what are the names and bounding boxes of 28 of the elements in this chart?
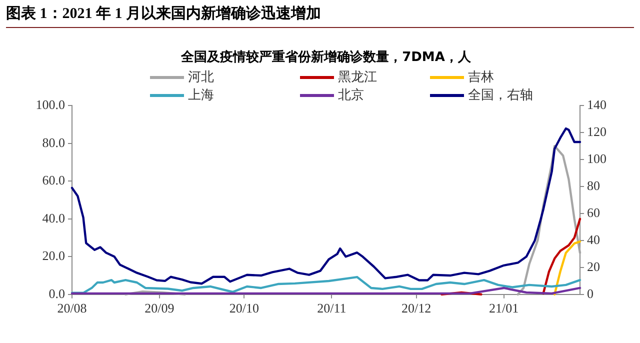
chart-subtitle: 全国及疫情较严重省份新增确诊数量，7DMA，人 — [180, 49, 472, 66]
y2-tick-label: 20 — [587, 258, 600, 274]
legend-label: 河北 — [188, 69, 214, 86]
y-tick-label: 80.0 — [42, 134, 65, 150]
y-tick-label: 20.0 — [42, 248, 65, 264]
y-tick-label: 40.0 — [42, 210, 65, 226]
x-tick-label: 20/11 — [317, 300, 346, 316]
y2-tick-label: 0 — [587, 286, 594, 301]
legend-label: 黑龙江 — [338, 69, 377, 86]
x-tick-label: 21/01 — [488, 300, 519, 316]
y-tick-label: 0.0 — [48, 286, 65, 301]
legend-label: 北京 — [338, 87, 364, 104]
y2-tick-label: 100 — [587, 150, 606, 166]
y2-tick-label: 60 — [587, 204, 600, 220]
legend-label: 全国，右轴 — [468, 87, 533, 104]
y2-tick-label: 120 — [587, 124, 606, 139]
x-tick-label: 20/09 — [144, 300, 174, 316]
legend-label: 上海 — [188, 87, 214, 104]
y2-tick-label: 140 — [587, 97, 606, 112]
y-tick-label: 100.0 — [36, 97, 65, 112]
x-tick-label: 20/08 — [57, 300, 87, 316]
chart-title: 图表 1：2021 年 1 月以来国内新增确诊迅速增加 — [6, 4, 634, 28]
x-tick-label: 20/10 — [229, 300, 259, 316]
legend-label: 吉林 — [468, 69, 494, 86]
y2-tick-label: 40 — [587, 232, 600, 247]
y-tick-label: 60.0 — [42, 172, 65, 188]
y2-tick-label: 80 — [587, 178, 600, 193]
x-tick-label: 20/12 — [402, 300, 432, 316]
